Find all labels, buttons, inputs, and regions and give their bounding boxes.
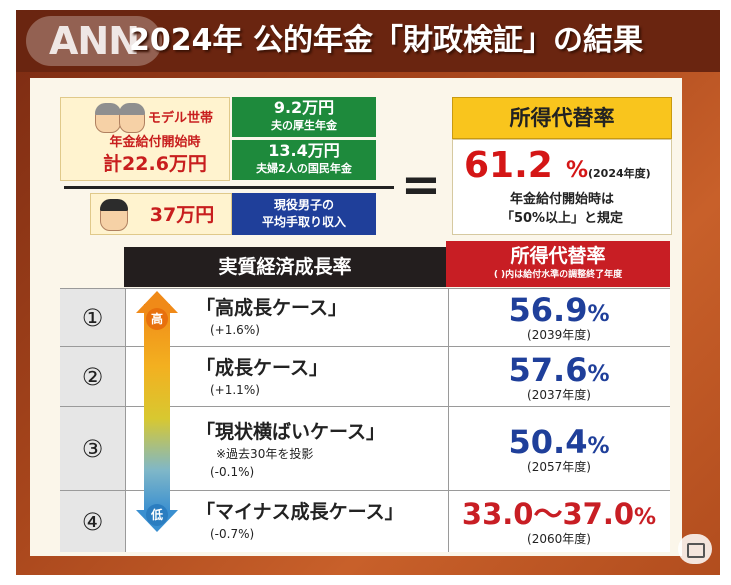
row-3-case-cell (126, 406, 448, 490)
worker-income-amount: 37万円 (149, 204, 215, 226)
fraction-line (64, 186, 394, 189)
elderly-husband-icon (95, 103, 121, 133)
row-3-note: ※過去30年を投影 (216, 447, 314, 461)
arrow-high-label: 高 (146, 308, 168, 330)
worker-income-desc-line2: 平均手取り収入 (261, 215, 346, 229)
row-3-year: (2057年度) (527, 460, 591, 474)
replacement-rate-box (452, 139, 672, 235)
row-2-rate-cell (448, 346, 670, 406)
elderly-wife-icon (119, 103, 145, 133)
row-3-rate-value: 50.4 (508, 423, 588, 461)
row-2-rate-unit: % (587, 362, 610, 387)
row-3-case-name: 「現状横ばいケース」 (196, 421, 386, 443)
row-4-case-name: 「マイナス成長ケース」 (196, 501, 404, 523)
model-household-sub: 年金給付開始時 (109, 135, 201, 150)
replacement-rate-value: 61.2 (464, 145, 553, 186)
row-3-rate-unit: % (587, 434, 610, 459)
row-2-year: (2037年度) (527, 388, 591, 402)
husband-pension-desc: 夫の厚生年金 (271, 119, 337, 132)
page-title: 2024年 公的年金「財政検証」の結果 (129, 23, 643, 58)
husband-pension-amount: 9.2万円 (273, 98, 335, 117)
replacement-rate-heading: 所得代替率 (452, 97, 672, 139)
couple-national-desc: 夫婦2人の国民年金 (256, 162, 352, 175)
row-1-year: (2039年度) (527, 328, 591, 342)
worker-income-desc: 現役男子の 平均手取り収入 (232, 193, 376, 235)
row-1-rate: 56.9% (448, 292, 670, 333)
row-1-case-cell (126, 288, 448, 346)
row-4-rate-value: 33.0〜37.0 (461, 497, 635, 531)
replacement-rate-note-line2: 「50%以上」と規定 (500, 211, 624, 226)
title-bar: ANN 2024年 公的年金「財政検証」の結果 (16, 10, 720, 72)
equals-sign: = (400, 157, 442, 213)
replacement-rate-year: (2024年度) (588, 167, 651, 180)
row-4-rate-cell (448, 490, 670, 552)
row-1-rate-unit: % (587, 302, 610, 327)
model-household-box (60, 97, 230, 181)
row-3-rate: 50.4% (448, 424, 670, 465)
screen-mode-icon[interactable] (678, 534, 712, 564)
row-4-year: (2060年度) (527, 532, 591, 546)
couple-national-amount: 13.4万円 (268, 141, 340, 160)
row-2-case-name: 「成長ケース」 (196, 357, 329, 379)
row-2-growth: (+1.1%) (210, 383, 260, 397)
husband-pension-box: 9.2万円 夫の厚生年金 (232, 97, 376, 137)
arrow-low-label: 低 (146, 504, 168, 526)
row-4-growth: (-0.7%) (210, 527, 255, 541)
row-4-number: ④ (60, 490, 126, 552)
replacement-rate-unit: % (566, 158, 589, 183)
row-2-case-cell (126, 346, 448, 406)
model-household-total: 計22.6万円 (103, 153, 207, 175)
model-household-label: モデル世帯 (148, 111, 214, 126)
row-1-growth: (+1.6%) (210, 323, 260, 337)
row-4-rate: 33.0〜37.0% (448, 496, 670, 536)
growth-arrow-bar (144, 304, 170, 512)
row-4-case-cell (126, 490, 448, 552)
worker-income-desc-line1: 現役男子の (273, 198, 334, 212)
arrow-up-icon (136, 291, 178, 313)
row-3-number: ③ (60, 406, 126, 490)
row-1-case-name: 「高成長ケース」 (196, 297, 348, 319)
ann-logo: ANN (26, 16, 162, 66)
row-2-rate: 57.6% (448, 352, 670, 393)
young-man-icon (100, 199, 128, 231)
table-header-growth: 実質経済成長率 (124, 247, 446, 287)
row-1-rate-value: 56.9 (508, 291, 588, 329)
table-header-rate-subtitle: ( )内は給付水準の調整終了年度 (493, 270, 623, 280)
row-3-growth: (-0.1%) (210, 465, 255, 479)
row-2-rate-value: 57.6 (508, 351, 588, 389)
row-2-number: ② (60, 346, 126, 406)
table-header-rate: 所得代替率 ( )内は給付水準の調整終了年度 (446, 241, 670, 287)
row-1-number: ① (60, 288, 126, 346)
row-3-rate-cell (448, 406, 670, 490)
replacement-rate-note-line1: 年金給付開始時は (509, 192, 614, 207)
table-header-rate-title: 所得代替率 (510, 245, 606, 267)
row-4-rate-unit: % (634, 505, 657, 530)
couple-national-pension-box: 13.4万円 夫婦2人の国民年金 (232, 140, 376, 180)
row-1-rate-cell (448, 288, 670, 346)
